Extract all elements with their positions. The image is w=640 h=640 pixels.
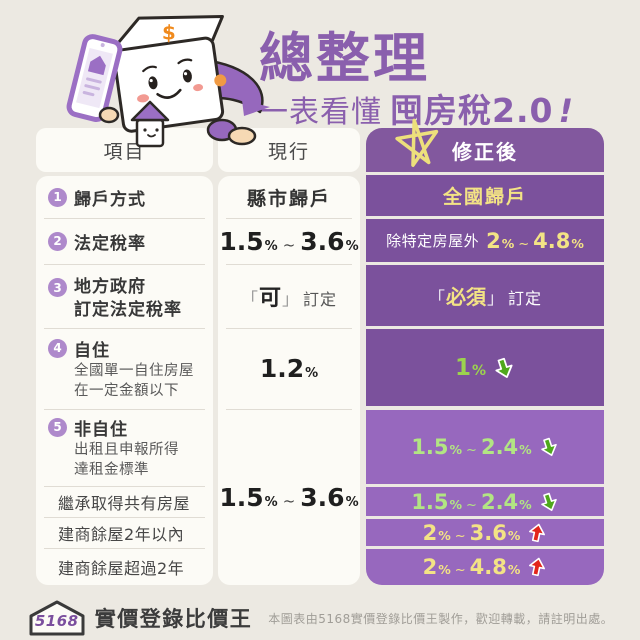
row-divider	[226, 409, 352, 410]
row-divider	[44, 328, 205, 329]
revised-rate-range: 2% ~ 4.8%	[422, 555, 521, 579]
trend-up-icon	[529, 557, 546, 577]
current-quote-value: 「 可 」 訂定	[240, 286, 338, 311]
house-logo-icon	[29, 600, 85, 636]
house-mascot-illustration: $	[66, 15, 270, 148]
revised-cell-2: 除特定房屋外 2% ~ 4.8%	[366, 219, 604, 262]
revised-cell-7: 2% ~ 3.6%	[366, 519, 604, 546]
revised-rate: 1%	[454, 354, 487, 381]
cape-tip	[242, 100, 270, 116]
revised-value: 全國歸戶	[442, 186, 527, 208]
item-label: 繼承取得共有房屋	[58, 493, 191, 513]
revised-rate-range: 2% ~ 4.8%	[486, 228, 584, 253]
item-column-card: 1 歸戶方式 2 法定稅率 3 地方政府 訂定法定稅率 4 自住 全國單一自住房…	[36, 176, 213, 585]
column-header-item: 項目	[36, 128, 213, 172]
revised-cell-6: 1.5% ~ 2.4%	[366, 487, 604, 516]
row-number-badge: 2	[48, 231, 67, 251]
revised-rate-range: 2% ~ 3.6%	[422, 520, 521, 545]
column-header-current: 現行	[218, 128, 360, 172]
revised-cell-4: 1%	[366, 329, 604, 406]
revised-cell-1: 全國歸戶	[366, 175, 604, 216]
subtitle-exclamation: !	[558, 92, 574, 130]
item-sublabel: 出租且申報所得	[74, 441, 179, 458]
revised-rate-range: 1.5% ~ 2.4%	[411, 489, 532, 514]
item-label: 歸戶方式	[74, 189, 146, 210]
column-header-current-label: 現行	[267, 140, 310, 163]
item-label: 非自住	[74, 419, 128, 440]
current-value: 縣市歸戶	[246, 187, 331, 210]
row-divider	[44, 517, 205, 518]
item-label: 訂定法定稅率	[74, 299, 182, 320]
logo-number: 5168	[34, 612, 79, 630]
row-divider	[44, 264, 205, 265]
dollar-icon: $	[162, 20, 177, 44]
item-row-6: 繼承取得共有房屋	[36, 486, 213, 517]
item-sublabel: 達租金標準	[74, 462, 149, 478]
row-number-badge: 3	[48, 278, 67, 297]
subtitle-light: 一表看懂	[258, 95, 382, 130]
current-row-4: 1.2%	[218, 328, 360, 409]
star-icon	[395, 118, 439, 167]
trend-up-icon	[529, 523, 546, 542]
trend-down-icon	[495, 357, 513, 378]
column-header-revised: 修正後	[366, 118, 604, 172]
current-row-1: 縣市歸戶	[218, 176, 360, 218]
revised-cell-5: 1.5% ~ 2.4%	[366, 410, 604, 484]
item-row-7: 建商餘屋2年以內	[36, 517, 213, 548]
row-divider	[44, 409, 205, 410]
column-header-revised-label: 修正後	[452, 139, 518, 164]
item-label: 地方政府	[74, 277, 146, 297]
revised-prefix: 除特定房屋外	[386, 232, 480, 250]
left-hand	[98, 106, 120, 124]
current-rate: 1.2%	[259, 354, 319, 383]
trend-down-icon	[540, 437, 557, 457]
row-divider	[44, 548, 205, 549]
footer: 5168 實價登錄比價王 本圖表由5168實價登錄比價王製作，歡迎轉載，請註明出…	[0, 599, 640, 637]
mini-house	[130, 100, 170, 148]
item-row-5: 5 非自住 出租且申報所得 達租金標準	[36, 409, 213, 486]
row-divider	[226, 328, 352, 329]
current-rate-range: 1.5% ~ 3.6%	[219, 226, 359, 256]
revised-quote-value: 「 必須 」 訂定	[427, 285, 542, 309]
revised-cell-8: 2% ~ 4.8%	[366, 549, 604, 585]
current-row-2: 1.5% ~ 3.6%	[218, 218, 360, 264]
item-label: 建商餘屋2年以內	[58, 524, 185, 544]
row-number-badge: 4	[48, 338, 67, 358]
brand-logo: 5168	[27, 599, 87, 637]
row-divider	[226, 264, 352, 265]
row-divider	[44, 486, 205, 487]
right-hand	[227, 126, 257, 146]
row-number-badge: 5	[48, 417, 67, 437]
item-label: 自住	[74, 340, 110, 361]
item-label: 建商餘屋超過2年	[58, 558, 185, 578]
row-divider	[226, 218, 352, 219]
box-head: $	[109, 15, 227, 133]
row-divider	[44, 218, 205, 219]
item-sublabel: 在一定金額以下	[74, 383, 179, 399]
current-row-5-merged: 1.5% ~ 3.6%	[218, 409, 360, 585]
revised-cell-3: 「 必須 」 訂定	[366, 265, 604, 326]
brand-name: 實價登錄比價王	[94, 607, 253, 631]
smartphone	[66, 34, 123, 123]
column-header-item-label: 項目	[103, 140, 146, 163]
item-sublabel: 全國單一自住房屋	[74, 362, 194, 379]
row-number-badge: 1	[48, 187, 67, 207]
house-icon	[87, 55, 106, 76]
item-row-4: 4 自住 全國單一自住房屋 在一定金額以下	[36, 328, 213, 409]
item-row-8: 建商餘屋超過2年	[36, 548, 213, 585]
current-row-3: 「 可 」 訂定	[218, 264, 360, 328]
revised-rate-range: 1.5% ~ 2.4%	[411, 435, 532, 459]
item-label: 法定稅率	[74, 233, 146, 254]
trend-down-icon	[540, 492, 557, 511]
item-row-3: 3 地方政府 訂定法定稅率	[36, 264, 213, 340]
current-rate-range: 1.5% ~ 3.6%	[219, 482, 359, 512]
footer-note: 本圖表由5168實價登錄比價王製作，歡迎轉載，請註明出處。	[268, 611, 614, 626]
item-row-1: 1 歸戶方式	[36, 176, 213, 218]
item-row-2: 2 法定稅率	[36, 218, 213, 264]
current-column-card: 縣市歸戶 1.5% ~ 3.6% 「 可 」 訂定 1.2% 1.5%	[218, 176, 360, 585]
page-title: 總整理	[259, 27, 430, 90]
